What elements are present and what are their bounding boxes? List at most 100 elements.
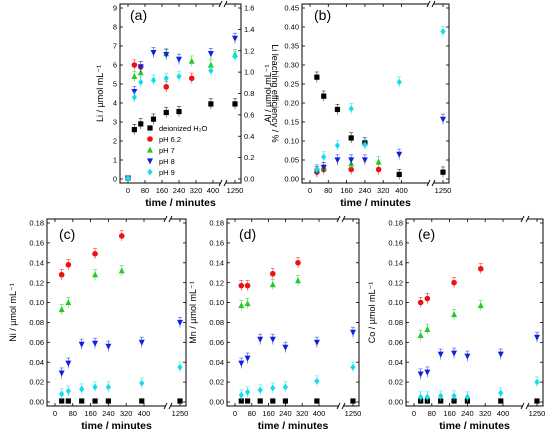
data-point: [440, 28, 446, 35]
data-point: [125, 174, 131, 182]
chart-panel-a: 0 1 2 3 4 5 6 7 8 9 0.0 0.2 0.4 0.6 0.8 1.0 1.2 1.4 1.6 Li …: [95, 0, 280, 209]
data-point: [362, 141, 368, 149]
data-point: [208, 101, 214, 107]
panel-label: (e): [418, 226, 435, 242]
x-tick-label: 1250: [345, 409, 362, 418]
x-tick-label: 400: [138, 409, 151, 418]
x-tick-label: 400: [313, 409, 326, 418]
y-tick-label: 0.16: [209, 238, 224, 247]
data-point: [58, 306, 65, 313]
axis-break-mark: [431, 179, 436, 187]
x-tick-label: 400: [395, 186, 408, 195]
y-tick-label: 0.00: [209, 398, 224, 407]
data-point: [295, 259, 301, 266]
data-point: [350, 329, 356, 336]
data-point: [65, 360, 72, 367]
data-point: [176, 56, 182, 63]
axis-break-mark: [168, 215, 173, 223]
data-point: [92, 271, 99, 278]
y-tick-label: 0.18: [29, 219, 44, 228]
data-point: [314, 74, 320, 80]
data-point: [137, 69, 144, 76]
data-point: [257, 336, 264, 343]
data-point: [58, 370, 65, 377]
data-point: [118, 233, 125, 239]
data-point: [245, 388, 251, 396]
data-point: [321, 153, 327, 161]
data-point: [118, 267, 125, 274]
y-tick-label: 0.20: [284, 99, 299, 108]
data-point: [282, 344, 289, 351]
y-tick-label: 0.14: [209, 258, 224, 267]
data-point: [150, 116, 157, 122]
y-tick-label: 0.35: [284, 42, 299, 51]
axis-break-mark: [426, 0, 431, 8]
x-tick-label: 0: [308, 186, 312, 195]
data-point: [375, 158, 382, 165]
data-point: [348, 166, 354, 173]
y-axis-title: Li / µmol mL⁻¹: [95, 65, 105, 122]
axis-break-mark: [426, 179, 431, 187]
data-point: [163, 51, 170, 58]
data-point: [314, 166, 320, 173]
data-point: [438, 392, 444, 400]
data-point: [269, 336, 276, 343]
data-point: [440, 116, 446, 123]
data-point: [451, 392, 457, 400]
y-tick-label: 0.12: [209, 278, 224, 287]
y-tick-label: 0.14: [29, 258, 44, 267]
axis-break-gap: [339, 216, 344, 222]
data-point: [464, 393, 470, 401]
axis-break-mark: [520, 215, 525, 223]
data-point: [295, 277, 301, 284]
data-point: [320, 165, 327, 171]
x-tick-label: 400: [207, 186, 220, 195]
data-point: [58, 271, 65, 278]
data-point: [334, 142, 341, 149]
data-point: [176, 108, 182, 115]
y-tick-label: 2: [113, 137, 117, 146]
data-point: [417, 331, 424, 338]
chart-panel-e: 0.00 0.02 0.04 0.06 0.08 0.10 0.12 0.14 0.16 0.18…: [367, 215, 545, 432]
plot-frame: [301, 3, 450, 184]
data-point: [396, 171, 402, 178]
x-tick-label: 240: [173, 186, 186, 195]
data-point: [65, 261, 72, 268]
y-tick-label: 0.10: [284, 137, 299, 146]
y-tick-label: 9: [113, 4, 117, 13]
y-right-tick-label: 0.0: [244, 175, 254, 184]
data-point: [138, 78, 144, 86]
panel-label: (d): [239, 226, 256, 242]
x-axis-title: time / minutes: [145, 197, 216, 209]
data-point: [477, 302, 484, 309]
x-tick-label: 240: [102, 409, 115, 418]
axis-break-gap: [166, 216, 171, 222]
legend-marker: [147, 146, 153, 153]
axis-break-mark: [341, 402, 346, 410]
chart-panel-d: 0.00 0.02 0.04 0.06 0.08 0.10 0.12 0.14 0.16 0.18…: [188, 215, 362, 432]
data-point: [424, 369, 431, 376]
x-tick-label: 1250: [227, 186, 244, 195]
data-point: [177, 319, 183, 326]
y-tick-label: 0.02: [209, 378, 224, 387]
y-tick-label: 0.40: [284, 23, 299, 32]
data-point: [451, 279, 457, 286]
y-tick-label: 0.02: [29, 378, 44, 387]
data-point: [238, 398, 244, 404]
y-right-tick-label: 1.2: [244, 46, 254, 55]
data-point: [348, 105, 354, 113]
y-right-tick-label: 1.0: [244, 68, 254, 77]
data-point: [451, 311, 458, 318]
data-point: [139, 398, 145, 404]
data-point: [232, 101, 238, 107]
y-tick-label: 7: [113, 42, 117, 51]
x-tick-label: 0: [412, 409, 416, 418]
data-point: [238, 360, 245, 367]
x-tick-label: 1250: [172, 409, 189, 418]
y-right-tick-label: 0.4: [244, 132, 254, 141]
data-point: [321, 93, 327, 99]
y-tick-label: 8: [113, 23, 117, 32]
data-point: [105, 383, 111, 391]
x-tick-label: 80: [69, 409, 77, 418]
